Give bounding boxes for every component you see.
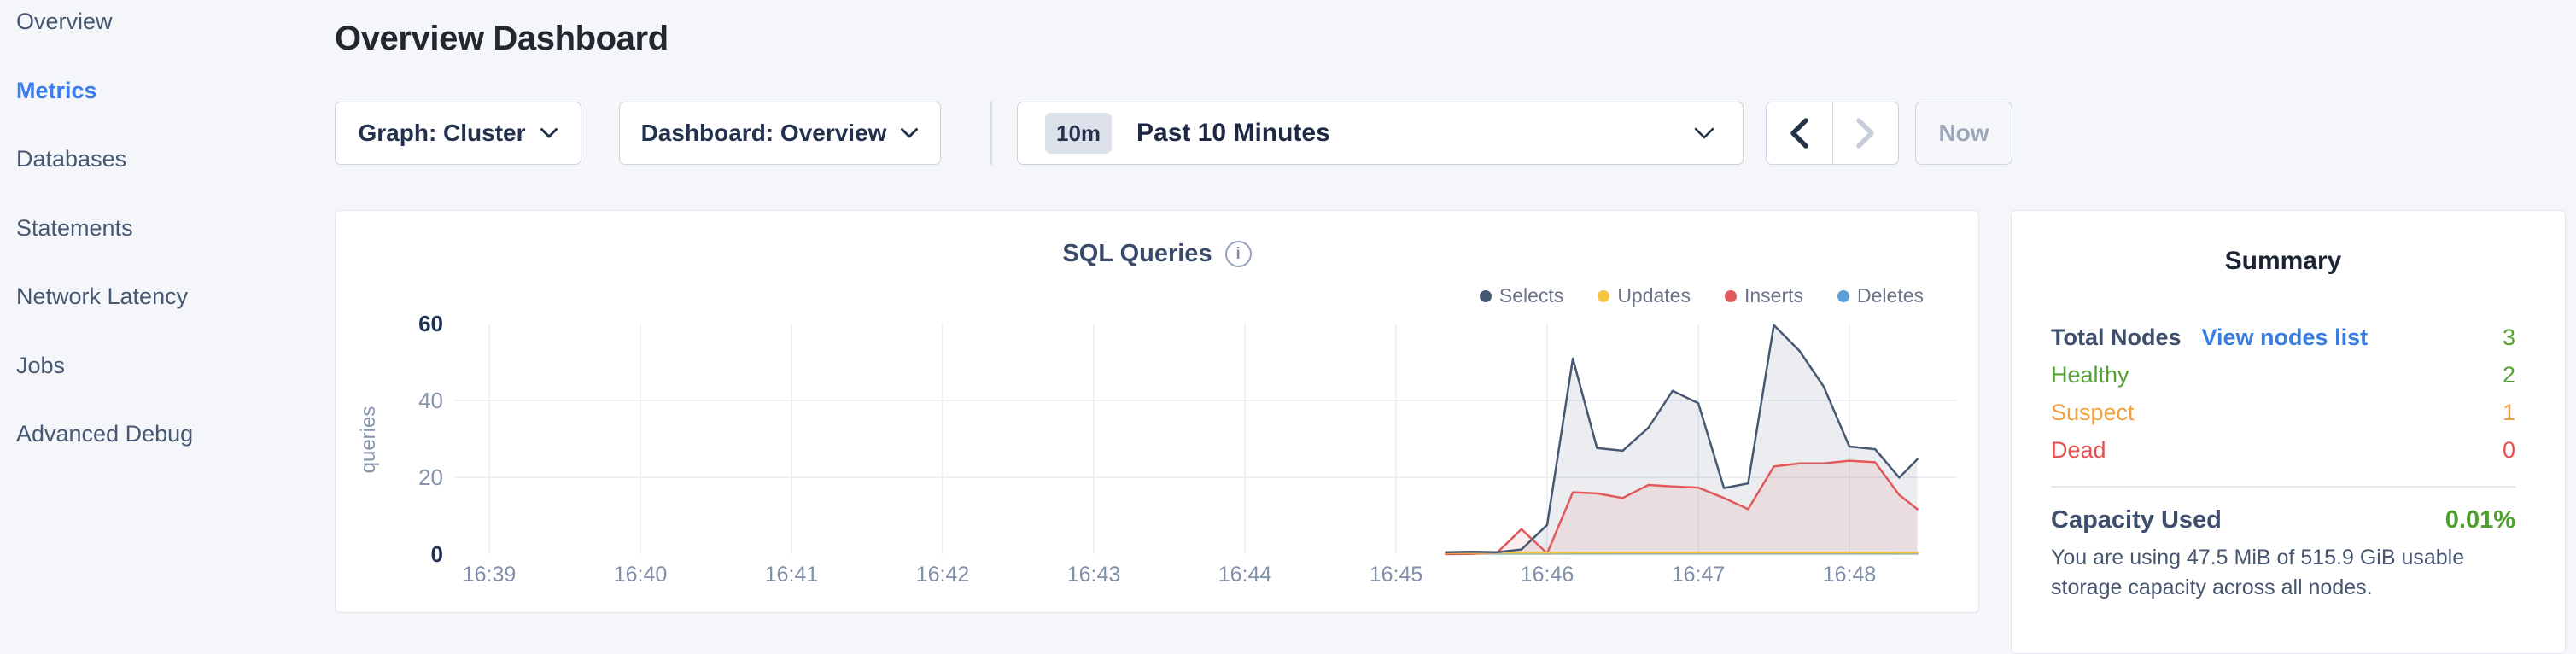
legend-label: Inserts [1744,284,1803,307]
toolbar-divider [990,102,992,165]
chevron-right-icon [1855,117,1876,149]
sidebar-item-network-latency[interactable]: Network Latency [16,282,188,311]
legend-label: Selects [1499,284,1563,307]
deletes-series-dot-icon [1837,290,1849,302]
summary-divider [2051,486,2515,488]
summary-row-healthy: Healthy 2 [2051,356,2515,394]
x-axis-tick-label: 16:45 [1370,563,1423,587]
x-axis-tick-label: 16:41 [765,563,819,587]
next-timeframe-button[interactable] [1832,102,1899,164]
graph-dropdown-label: Graph: Cluster [358,120,525,147]
page-title: Overview Dashboard [335,20,669,58]
dashboard-dropdown-label: Dashboard: Overview [641,120,887,147]
selects-series-dot-icon [1480,290,1492,302]
capacity-row: Capacity Used 0.01% [2051,506,2515,534]
legend-item-deletes[interactable]: Deletes [1837,284,1924,307]
sidebar-item-databases[interactable]: Databases [16,144,126,173]
node-status-rows: Total Nodes View nodes list 3 Healthy 2 Suspe… [2051,318,2515,469]
x-axis-tick-label: 16:47 [1672,563,1726,587]
capacity-label: Capacity Used [2051,506,2222,534]
x-axis-tick-label: 16:46 [1521,563,1574,587]
previous-timeframe-button[interactable] [1767,102,1832,164]
chart-title: SQL Queries [1062,240,1212,268]
summary-row-value: 3 [2503,324,2515,351]
summary-row-dead: Dead 0 [2051,431,2515,469]
graph-dropdown[interactable]: Graph: Cluster [335,102,581,165]
sql-queries-chart-card: 16:39 16:40 16:41 16:42 16:43 16:44 16:45 16:46… [335,210,1979,613]
chart-legend: Selects Updates Inserts Deletes [1480,284,1924,307]
summary-panel: Summary Total Nodes View nodes list 3 Healt… [2011,210,2566,654]
y-axis-tick-label: 60 [418,311,443,336]
x-axis-tick-label: 16:39 [463,563,517,587]
sidebar: Overview Metrics Databases Statements Networ… [0,0,335,623]
inserts-series-dot-icon [1725,290,1737,302]
summary-row-label: Healthy [2051,362,2129,388]
summary-row-label: Dead [2051,437,2106,464]
dashboard-dropdown[interactable]: Dashboard: Overview [619,102,941,165]
summary-row-value: 1 [2503,400,2515,426]
sidebar-item-statements[interactable]: Statements [16,213,133,242]
x-axis-tick-label: 16:40 [614,563,668,587]
x-axis-tick-label: 16:42 [916,563,970,587]
time-pager [1766,102,1899,165]
summary-row-value: 2 [2503,362,2515,388]
legend-item-selects[interactable]: Selects [1480,284,1563,307]
sidebar-item-advanced-debug[interactable]: Advanced Debug [16,419,193,448]
x-axis-tick-label: 16:43 [1067,563,1121,587]
capacity-description: You are using 47.5 MiB of 515.9 GiB usab… [2051,543,2515,603]
sql-queries-chart: 16:39 16:40 16:41 16:42 16:43 16:44 16:45 16:46… [336,211,1980,614]
legend-label: Deletes [1857,284,1924,307]
y-axis-tick-label: 20 [418,464,443,490]
sidebar-item-metrics[interactable]: Metrics [16,76,97,105]
summary-title: Summary [2051,247,2515,276]
x-axis-tick-label: 16:44 [1218,563,1272,587]
view-nodes-list-link[interactable]: View nodes list [2202,324,2369,351]
summary-row-label: Suspect [2051,400,2135,426]
y-axis-title: queries [357,406,380,474]
legend-label: Updates [1617,284,1691,307]
summary-row-total-nodes: Total Nodes View nodes list 3 [2051,318,2515,356]
updates-series-dot-icon [1598,290,1609,302]
y-axis-tick-label: 40 [418,388,443,413]
now-button[interactable]: Now [1915,102,2012,165]
legend-item-inserts[interactable]: Inserts [1725,284,1803,307]
summary-row-suspect: Suspect 1 [2051,394,2515,431]
time-range-picker[interactable]: 10m Past 10 Minutes [1017,102,1744,165]
sidebar-item-jobs[interactable]: Jobs [16,351,65,380]
legend-item-updates[interactable]: Updates [1598,284,1691,307]
chevron-down-icon [1693,126,1715,140]
chevron-down-icon [540,127,558,139]
info-icon[interactable]: i [1225,241,1252,267]
time-range-badge: 10m [1045,113,1112,154]
summary-row-value: 0 [2503,437,2515,464]
summary-row-label: Total Nodes [2051,324,2182,351]
chevron-down-icon [900,127,919,139]
chart-title-row: SQL Queries i [336,240,1978,268]
y-axis-tick-label: 0 [431,541,443,567]
capacity-value: 0.01% [2445,506,2515,534]
x-axis-tick-label: 16:48 [1823,563,1877,587]
chevron-left-icon [1789,117,1809,149]
sidebar-item-overview[interactable]: Overview [16,7,113,36]
time-range-label: Past 10 Minutes [1136,119,1330,148]
